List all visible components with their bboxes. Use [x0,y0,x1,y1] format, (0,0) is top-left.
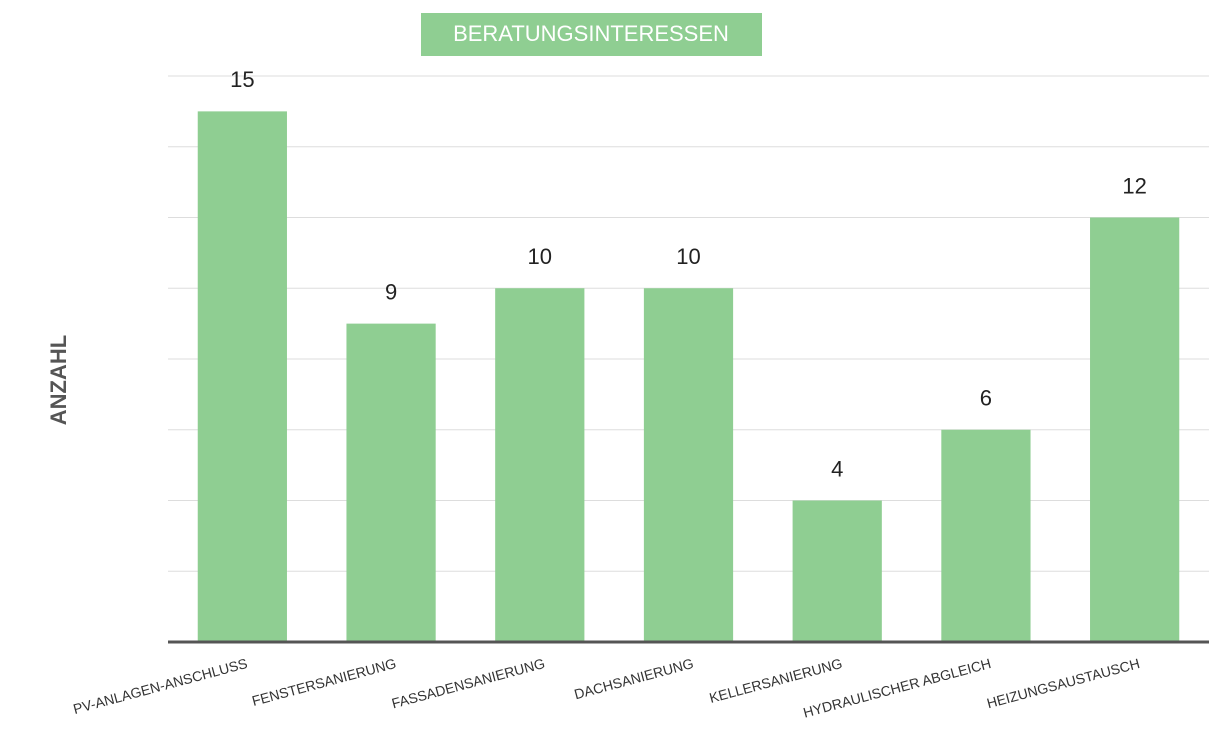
value-label: 10 [676,244,700,269]
bar [346,323,436,642]
bar [941,429,1031,642]
bar [197,111,287,642]
value-label: 10 [528,244,552,269]
bar [1090,217,1180,642]
value-label: 15 [230,67,254,92]
x-tick-label: FENSTERSANIERUNG [250,655,398,709]
title-box [421,13,762,56]
chart-title: BERATUNGSINTERESSEN [453,21,729,46]
bar [643,288,734,642]
x-tick-label: HEIZUNGSAUSTAUSCH [985,655,1141,711]
bar [495,288,585,642]
value-label: 4 [831,456,843,481]
bar [792,500,882,642]
x-tick-label: DACHSANIERUNG [572,655,695,702]
y-axis-label: ANZAHL [46,335,71,425]
value-label: 6 [980,386,992,411]
value-label: 9 [385,279,397,304]
x-tick-label: PV-ANLAGEN-ANSCHLUSS [71,655,249,717]
value-label: 12 [1122,173,1146,198]
x-tick-label: FASSADENSANIERUNG [390,655,547,711]
